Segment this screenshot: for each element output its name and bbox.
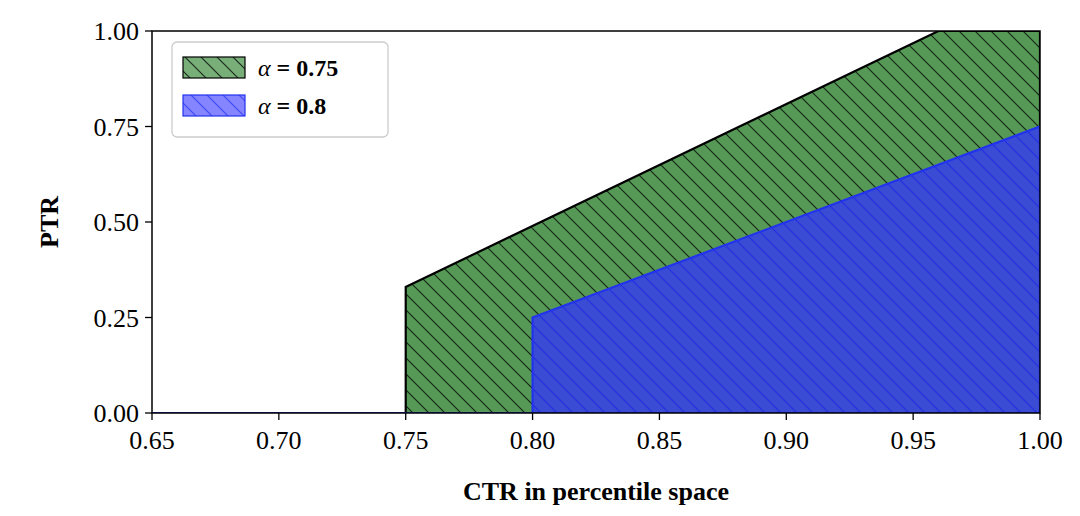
x-tick-label: 1.00	[1017, 426, 1063, 455]
legend-label: α = 0.75	[258, 55, 338, 81]
legend-swatch	[183, 57, 245, 78]
x-tick-label: 0.85	[637, 426, 683, 455]
y-tick	[145, 317, 152, 318]
x-tick	[659, 413, 660, 420]
x-tick	[151, 413, 152, 420]
y-tick-label: 0.00	[94, 399, 140, 428]
frame	[152, 31, 1040, 413]
x-tick-label: 0.65	[129, 426, 175, 455]
area-fill	[152, 31, 1040, 413]
y-tick	[145, 30, 152, 31]
y-tick	[145, 412, 152, 413]
x-tick	[1039, 413, 1040, 420]
x-axis-label: CTR in percentile space	[463, 477, 729, 506]
area-series	[152, 31, 1040, 413]
area-hatch	[152, 31, 1040, 413]
legend-swatch	[183, 95, 245, 116]
legend-swatch-hatch	[183, 57, 245, 78]
x-tick-label: 0.75	[383, 426, 429, 455]
x-tick	[278, 413, 279, 420]
x-tick-label: 0.95	[890, 426, 936, 455]
y-tick-label: 1.00	[94, 17, 140, 46]
y-tick-label: 0.25	[94, 304, 140, 333]
x-tick-label: 0.70	[256, 426, 302, 455]
y-tick	[145, 221, 152, 222]
y-tick-label: 0.75	[94, 113, 140, 142]
y-axis-label: PTR	[35, 196, 64, 248]
x-tick	[405, 413, 406, 420]
legend-swatch-hatch	[183, 95, 245, 116]
legend: α = 0.75 α = 0.8	[172, 42, 388, 137]
legend-box	[172, 42, 388, 137]
area-edge	[152, 127, 1040, 414]
y-tick	[145, 126, 152, 127]
plot-area	[152, 31, 1040, 413]
x-tick	[532, 413, 533, 420]
y-tick-label: 0.50	[94, 208, 140, 237]
area-fill	[152, 127, 1040, 414]
x-tick	[786, 413, 787, 420]
chart: 0.65 0.70 0.75 0.80 0.85 0.90 0.95 1.00 0.00 0.25…	[0, 0, 1080, 516]
x-tick-label: 0.90	[764, 426, 810, 455]
legend-label: α = 0.8	[258, 93, 326, 119]
area-hatch	[152, 127, 1040, 414]
area-edge	[152, 31, 1040, 413]
x-tick-label: 0.80	[510, 426, 556, 455]
x-tick	[912, 413, 913, 420]
area-series	[152, 127, 1040, 414]
